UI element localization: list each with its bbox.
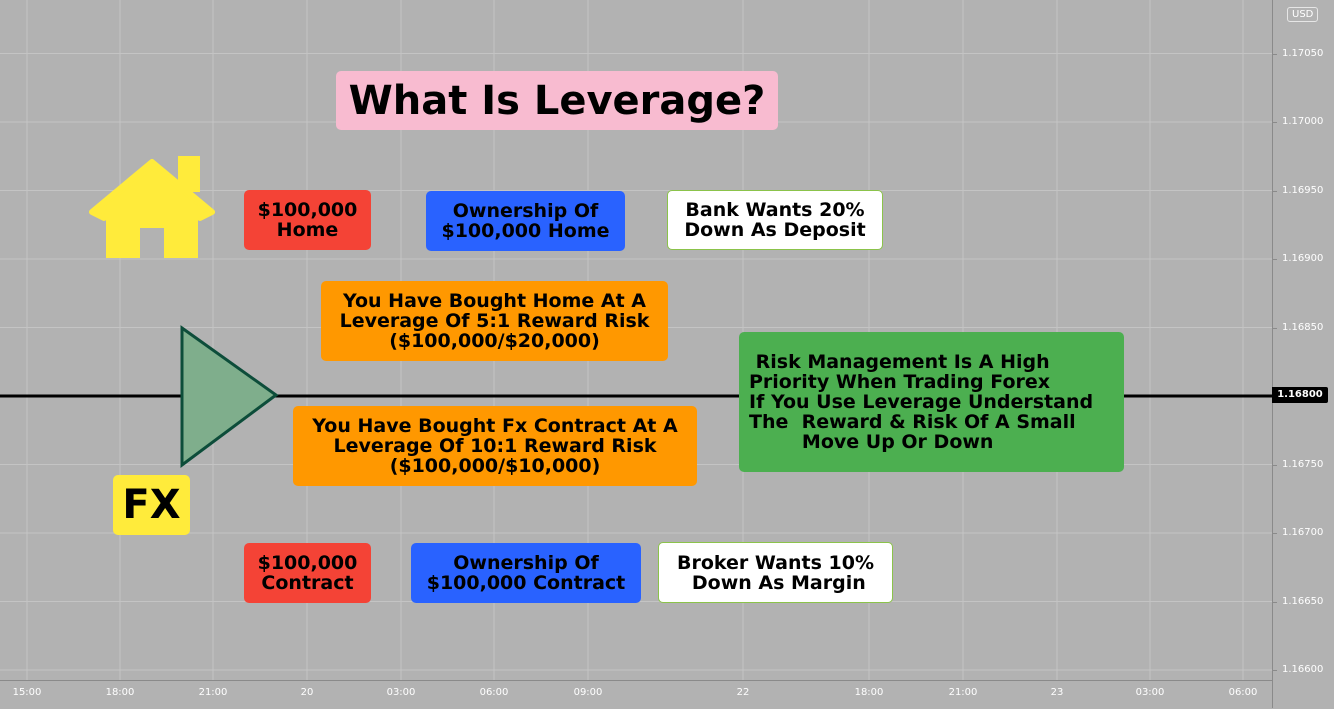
broker-line-1: Broker Wants 10%	[676, 551, 874, 574]
x-tick-label: 18:00	[105, 687, 135, 698]
home-price-line-1: $100,000	[257, 199, 358, 221]
home-ownership-line-1: Ownership Of	[452, 200, 599, 222]
y-tick-mark	[1272, 190, 1277, 192]
fx-leverage-line-3: ($100,000/$10,000)	[389, 455, 601, 477]
home-leverage-line-3: ($100,000/$20,000)	[389, 330, 600, 352]
y-tick-mark	[1272, 259, 1277, 260]
broker-line-2: Down As Margin	[685, 571, 866, 594]
fx-leverage-line-1: You Have Bought Fx Contract At A	[312, 415, 678, 437]
price-tag: 1.16800	[1272, 387, 1328, 403]
x-tick-label: 21:00	[948, 687, 978, 698]
x-tick-label: 22	[736, 687, 750, 698]
y-tick-label: 1.16850	[1282, 321, 1324, 333]
y-tick-mark	[1272, 670, 1277, 671]
x-tick-label: 03:00	[1135, 687, 1165, 698]
contract-price-label: $100,000 Contract	[244, 543, 371, 603]
title-text: What Is Leverage?	[348, 77, 766, 124]
contract-ownership-line-1: Ownership Of	[453, 552, 599, 574]
risk-line-6: Move Up Or Down	[749, 431, 994, 453]
risk-line-5: The Reward & Risk Of A Small	[749, 411, 1076, 433]
x-tick-label: 15:00	[12, 687, 42, 698]
bank-line-2: Down As Deposit	[684, 219, 866, 241]
home-leverage-label: You Have Bought Home At A Leverage Of 5:…	[321, 281, 668, 361]
price-axis[interactable]	[1272, 0, 1334, 708]
y-tick-label: 1.16950	[1282, 184, 1324, 196]
home-ownership-line-2: $100,000 Home	[441, 220, 610, 242]
y-tick-label: 1.16750	[1282, 458, 1324, 470]
title-label: What Is Leverage?	[336, 71, 778, 130]
y-tick-label: 1.17000	[1282, 116, 1324, 127]
y-tick-label: 1.16900	[1282, 253, 1324, 264]
risk-management-label: Risk Management Is A High Priority When …	[739, 332, 1124, 472]
time-axis[interactable]	[0, 680, 1272, 709]
y-tick-mark	[1272, 122, 1277, 123]
y-tick-label: 1.17050	[1282, 47, 1324, 59]
x-tick-label: 09:00	[573, 687, 603, 698]
y-tick-label: 1.16600	[1282, 664, 1324, 675]
y-tick-mark	[1272, 53, 1277, 55]
x-tick-label: 03:00	[386, 687, 416, 698]
y-tick-mark	[1272, 533, 1277, 534]
y-tick-mark	[1272, 464, 1277, 466]
x-tick-label: 21:00	[198, 687, 228, 698]
triangle-shape	[180, 325, 279, 468]
house-icon	[89, 156, 215, 258]
bank-deposit-label: Bank Wants 20% Down As Deposit	[667, 190, 883, 250]
fx-text: FX	[122, 482, 181, 528]
broker-margin-label: Broker Wants 10% Down As Margin	[658, 542, 893, 603]
home-ownership-label: Ownership Of $100,000 Home	[426, 191, 625, 251]
contract-ownership-line-2: $100,000 Contract	[426, 572, 626, 594]
bank-line-1: Bank Wants 20%	[685, 199, 865, 221]
y-tick-mark	[1272, 601, 1277, 603]
fx-leverage-label: You Have Bought Fx Contract At A Leverag…	[293, 406, 697, 486]
x-tick-label: 06:00	[479, 687, 509, 698]
y-tick-mark	[1272, 327, 1277, 329]
contract-ownership-label: Ownership Of $100,000 Contract	[411, 543, 641, 603]
y-tick-label: 1.16650	[1282, 595, 1324, 607]
x-tick-label: 06:00	[1228, 687, 1258, 698]
x-tick-label: 18:00	[854, 687, 884, 698]
y-tick-label: 1.16700	[1282, 527, 1324, 538]
home-leverage-line-1: You Have Bought Home At A	[342, 290, 647, 312]
currency-button[interactable]: USD	[1287, 7, 1319, 22]
fx-leverage-line-2: Leverage Of 10:1 Reward Risk	[333, 435, 657, 457]
risk-line-2: Priority When Trading Forex	[749, 371, 1051, 393]
home-leverage-line-2: Leverage Of 5:1 Reward Risk	[339, 310, 650, 332]
home-price-line-2: Home	[276, 219, 339, 241]
risk-line-4: If You Use Leverage Understand	[749, 391, 1094, 413]
x-tick-label: 23	[1050, 687, 1064, 698]
home-price-label: $100,000 Home	[244, 190, 371, 250]
contract-price-line-1: $100,000	[257, 552, 358, 574]
x-tick-label: 20	[300, 687, 314, 698]
drawings	[0, 156, 1272, 468]
contract-price-line-2: Contract	[261, 572, 354, 594]
risk-line-1: Risk Management Is A High	[749, 351, 1050, 373]
fx-label: FX	[113, 475, 190, 535]
